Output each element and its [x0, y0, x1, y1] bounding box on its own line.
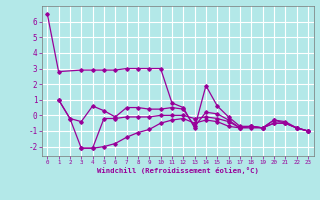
X-axis label: Windchill (Refroidissement éolien,°C): Windchill (Refroidissement éolien,°C) [97, 167, 259, 174]
